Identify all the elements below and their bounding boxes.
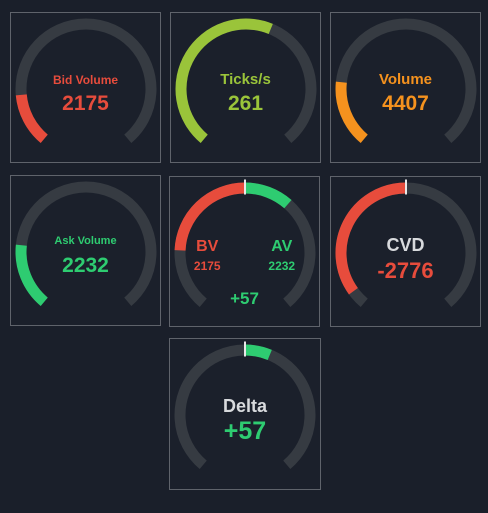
volume-label: Volume	[378, 71, 433, 88]
ask-volume-gauge: Ask Volume 2232	[10, 175, 161, 326]
bid-share-arc	[174, 182, 246, 251]
volume-dial	[335, 18, 477, 144]
ask-share-arc	[244, 182, 292, 209]
av-label: AV	[271, 238, 293, 255]
bid-volume-dial	[15, 18, 157, 144]
bv-av-gauge: BV AV 2175 2232 +57	[169, 176, 320, 327]
delta-dial	[174, 341, 316, 469]
cvd-value: -2776	[377, 258, 434, 283]
gauge-fill	[335, 81, 368, 144]
gauge-fill	[15, 244, 48, 307]
delta-fill	[244, 344, 272, 361]
bv-av-diff: +57	[230, 289, 259, 308]
av-value: 2232	[268, 259, 296, 273]
ticks-label: Ticks/s	[220, 71, 271, 88]
bv-value: 2175	[193, 259, 221, 273]
gauge-fill	[175, 18, 273, 143]
cvd-gauge: CVD -2776	[330, 176, 481, 327]
bid-volume-label: Bid Volume	[52, 73, 119, 87]
bid-volume-gauge: Bid Volume 2175	[10, 12, 161, 163]
delta-gauge: Delta +57	[169, 338, 321, 490]
cvd-label: CVD	[386, 235, 425, 255]
delta-value: +57	[223, 417, 267, 445]
bv-av-dial	[174, 179, 316, 307]
ticks-value: 261	[227, 92, 264, 115]
ticks-dial	[175, 18, 317, 143]
volume-gauge: Volume 4407	[330, 12, 481, 163]
cvd-dial	[335, 179, 477, 307]
gauge-fill	[15, 94, 48, 144]
delta-label: Delta	[222, 396, 267, 416]
ask-volume-dial	[15, 181, 157, 307]
ask-volume-value: 2232	[62, 254, 109, 277]
bv-label: BV	[196, 238, 219, 255]
ticks-gauge: Ticks/s 261	[170, 12, 321, 163]
ask-volume-label: Ask Volume	[54, 235, 117, 247]
cvd-fill	[335, 182, 407, 295]
bid-volume-value: 2175	[62, 92, 109, 115]
volume-value: 4407	[382, 92, 429, 115]
